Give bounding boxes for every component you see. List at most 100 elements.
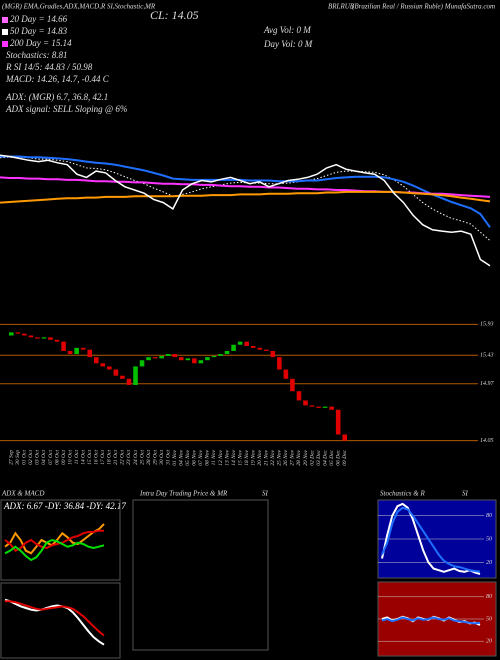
adx-line: ADX: (MGR) 6.7, 36.8, 42.1 — [5, 92, 108, 102]
legend-swatch — [2, 29, 8, 35]
x-tick-label: 13 Nov — [224, 449, 230, 465]
x-tick-label: 14 Oct — [79, 450, 86, 465]
candle — [322, 406, 328, 408]
ma-line — [0, 155, 491, 228]
candle — [231, 344, 236, 351]
candle — [257, 347, 263, 350]
x-tick-label: 11 Nov — [211, 449, 217, 465]
x-tick-label: 02 Oct — [28, 450, 34, 465]
instrument-name: (Brazilian Real / Russian Ruble) MunafaS… — [352, 3, 495, 11]
candle — [80, 347, 86, 350]
y-tick-label: 50 — [486, 616, 492, 622]
candle — [67, 350, 73, 355]
x-tick-label: 04 Nov — [178, 449, 185, 465]
info-line: MACD: 14.26, 14.7, -0.44 C — [5, 74, 110, 84]
x-tick-label: 26 Nov — [283, 449, 289, 465]
indicator-line — [381, 616, 481, 625]
y-tick-label: 15.43 — [480, 352, 494, 359]
candle — [211, 355, 217, 358]
panel-title: Stochastics & R — [380, 490, 425, 498]
x-tick-label: 30 Sep — [15, 450, 21, 466]
candle — [283, 369, 289, 379]
candle — [250, 345, 256, 348]
candle — [35, 337, 40, 339]
x-tick-label: 12 Nov — [218, 449, 224, 465]
candle — [335, 409, 341, 435]
x-tick-label: 17 Oct — [100, 450, 106, 465]
candle — [152, 357, 158, 359]
x-tick-label: 14 Nov — [230, 449, 237, 465]
panel-title: Intra Day Trading Price & MR — [139, 490, 228, 498]
candle — [22, 333, 27, 336]
candle — [87, 349, 93, 358]
x-tick-label: 05 Nov — [185, 449, 191, 465]
price-line — [0, 154, 491, 267]
panel-frame — [0, 582, 121, 659]
candle — [316, 406, 321, 408]
candle — [192, 358, 197, 364]
candle — [270, 350, 276, 358]
y-tick-label: 15.93 — [480, 322, 494, 328]
indicator-line — [381, 502, 481, 576]
x-tick-label: 06 Dec — [335, 449, 341, 465]
info-line: 20 Day = 14.66 — [10, 14, 68, 24]
candle — [93, 357, 99, 364]
x-tick-label: 22 Oct — [120, 450, 126, 465]
x-tick-label: 29 Nov — [303, 449, 309, 465]
info-line: 50 Day = 14.83 — [10, 26, 68, 36]
x-tick-label: 28 Nov — [296, 449, 302, 465]
x-tick-label: 02 Dec — [309, 449, 315, 465]
avg-volume: Avg Vol: 0 M — [263, 25, 311, 35]
x-tick-label: 29 Oct — [152, 450, 158, 465]
y-tick-label: 80 — [486, 513, 492, 519]
x-tick-label: 15 Oct — [87, 450, 93, 465]
x-tick-label: 27 Nov — [290, 449, 296, 465]
candle — [303, 400, 308, 406]
y-tick-label: 20 — [486, 560, 492, 566]
indicator-line — [4, 523, 105, 555]
indicator-line — [4, 529, 104, 552]
candle — [198, 360, 204, 364]
x-tick-label: 01 Oct — [22, 450, 28, 465]
x-tick-label: 03 Dec — [316, 449, 322, 465]
x-tick-label: 20 Nov — [257, 449, 263, 465]
candle — [185, 358, 191, 361]
x-tick-label: 08 Nov — [205, 449, 211, 465]
candle — [120, 375, 125, 379]
candle — [172, 354, 178, 358]
x-tick-label: 27 Sep — [9, 450, 15, 465]
y-tick-label: 14.97 — [480, 380, 495, 387]
y-tick-label: 14.05 — [480, 437, 494, 444]
panel-title: SI — [262, 490, 269, 498]
candle — [277, 357, 282, 370]
candle — [342, 434, 348, 441]
candle — [8, 332, 14, 336]
x-tick-label: 07 Nov — [198, 449, 204, 465]
ma-line — [0, 190, 491, 204]
x-tick-label: 16 Oct — [94, 450, 100, 465]
candle — [178, 357, 184, 361]
y-tick-label: 20 — [486, 639, 492, 645]
x-tick-label: 21 Oct — [113, 450, 119, 465]
candle — [54, 339, 60, 342]
indicator-line — [5, 600, 105, 637]
x-tick-label: 03 Oct — [35, 450, 41, 465]
candle — [165, 354, 171, 356]
candle — [329, 406, 334, 410]
candle — [61, 341, 66, 351]
panel-title: ADX & MACD — [1, 490, 44, 498]
x-tick-label: 09 Dec — [342, 449, 348, 465]
x-tick-label: 31 Oct — [165, 450, 171, 466]
x-tick-label: 22 Nov — [270, 449, 276, 465]
x-tick-label: 04 Oct — [40, 450, 47, 465]
candle — [41, 337, 47, 339]
x-tick-label: 25 Nov — [277, 449, 283, 465]
candle — [139, 360, 145, 367]
info-line: Stochastics: 8.81 — [6, 50, 68, 60]
symbol: BRLRUB — [328, 3, 355, 11]
legend-swatch — [2, 41, 8, 47]
candle — [309, 405, 315, 407]
candle — [126, 378, 132, 385]
candle — [146, 357, 151, 361]
y-tick-label: 50 — [486, 536, 492, 542]
